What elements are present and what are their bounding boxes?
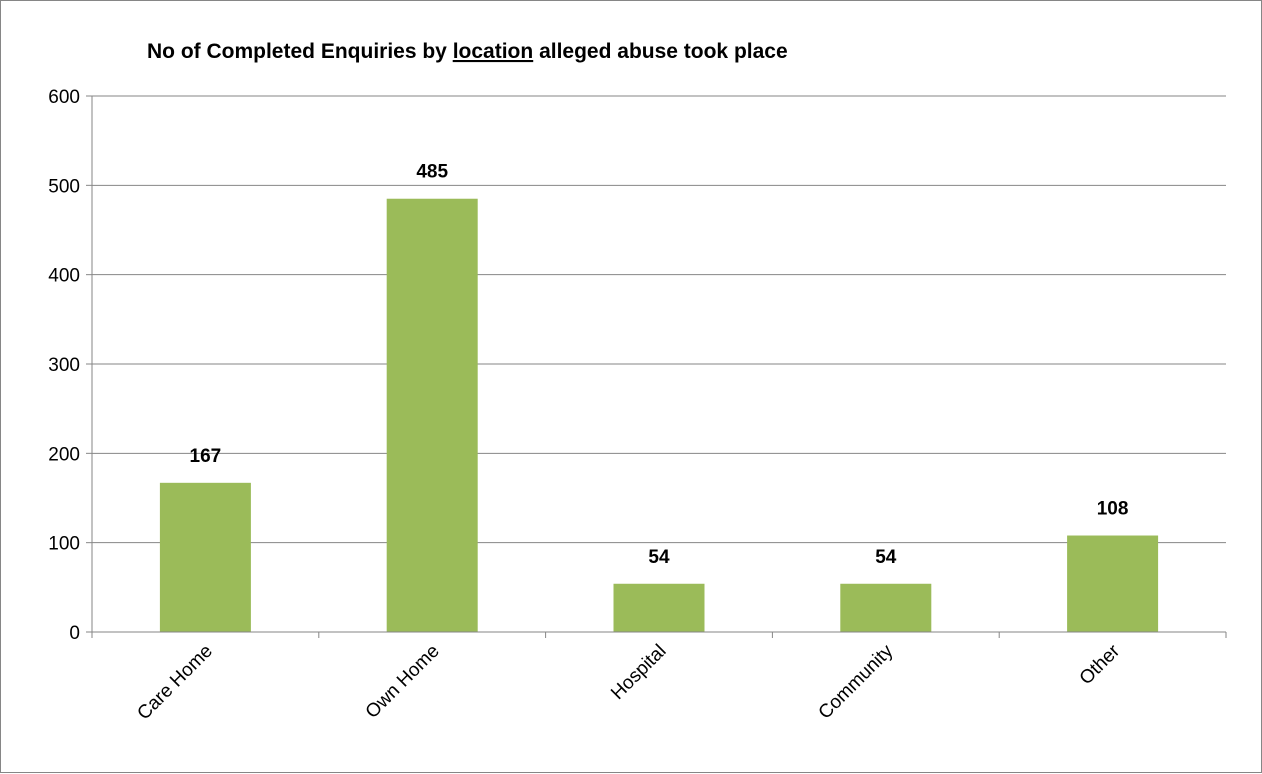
x-tick-label: Care Home xyxy=(133,641,217,725)
gridlines xyxy=(92,95,1226,544)
bar-community xyxy=(840,583,932,632)
bar-other xyxy=(1067,535,1159,632)
chart-title-part-2: location xyxy=(453,40,534,63)
data-label: 485 xyxy=(416,162,448,183)
data-label: 167 xyxy=(190,446,222,467)
y-tick-label: 300 xyxy=(48,355,80,376)
y-tick-label: 400 xyxy=(48,266,80,287)
bars xyxy=(159,198,1159,632)
x-tick-label: Own Home xyxy=(362,641,444,723)
x-tick-label: Hospital xyxy=(607,641,670,704)
data-label: 54 xyxy=(875,547,897,568)
y-tick-label: 0 xyxy=(69,623,80,644)
bar-hospital xyxy=(613,583,705,632)
bar-own-home xyxy=(386,198,478,632)
chart-title: No of Completed Enquiries by location al… xyxy=(147,40,788,63)
y-tick-label: 100 xyxy=(48,534,80,555)
chart-title-part-3: alleged abuse took place xyxy=(539,40,788,63)
x-tick-label: Community xyxy=(815,640,898,723)
y-tick-label: 600 xyxy=(48,87,80,108)
bar-care-home xyxy=(159,482,251,632)
y-tick-label: 500 xyxy=(48,176,80,197)
data-label: 108 xyxy=(1097,499,1129,520)
x-tick-label: Other xyxy=(1076,640,1125,689)
data-label: 54 xyxy=(648,547,670,568)
chart-title-part-1: No of Completed Enquiries by xyxy=(147,40,453,63)
y-tick-label: 200 xyxy=(48,444,80,465)
axes xyxy=(86,95,1227,638)
